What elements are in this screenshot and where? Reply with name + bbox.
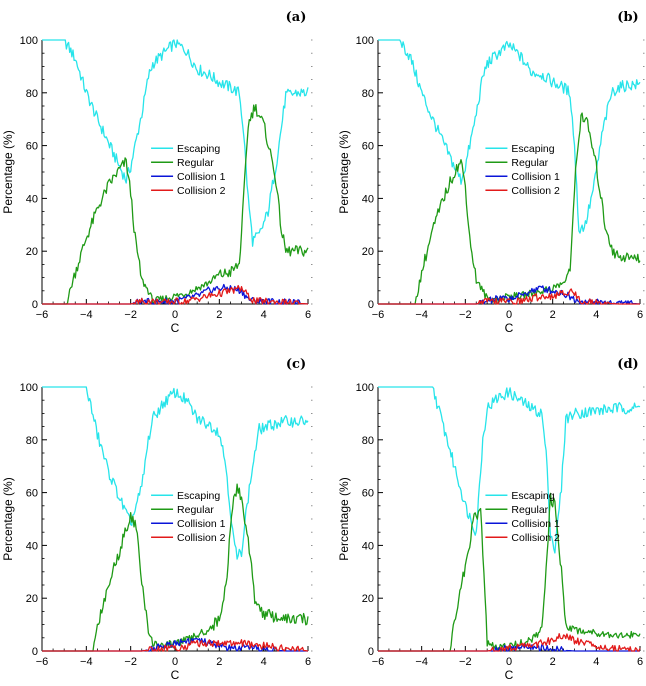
- legend-entry: Regular: [177, 157, 214, 169]
- x-tick-label: −4: [80, 656, 93, 668]
- x-tick-label: 6: [637, 309, 643, 321]
- chart-panel: 0 20 40 60 80 100 −6 −4 −2 0 2 4 6 C Percentage (%) (c)…: [1, 357, 313, 682]
- y-tick-label: 60: [362, 141, 374, 153]
- x-tick-label: 2: [216, 309, 222, 321]
- x-tick-label: −4: [415, 309, 428, 321]
- y-tick-label: 20: [362, 593, 374, 605]
- y-tick-label: 20: [26, 593, 38, 605]
- x-tick-label: −6: [36, 656, 49, 668]
- y-tick-label: 0: [368, 299, 374, 311]
- x-axis-label: C: [505, 321, 514, 335]
- x-tick-label: 6: [305, 309, 311, 321]
- x-tick-label: 2: [550, 656, 556, 668]
- x-tick-label: −6: [372, 656, 385, 668]
- x-tick-label: 6: [305, 656, 311, 668]
- y-tick-label: 100: [356, 382, 374, 394]
- x-tick-label: 4: [593, 656, 599, 668]
- x-tick-label: 4: [261, 309, 267, 321]
- legend-entry: Regular: [511, 504, 548, 516]
- y-tick-label: 40: [362, 540, 374, 552]
- x-tick-label: −6: [372, 309, 385, 321]
- legend-entry: Collision 1: [177, 171, 226, 183]
- y-tick-label: 80: [26, 435, 38, 447]
- series-line: [378, 492, 641, 652]
- chart-panel: 0 20 40 60 80 100 −6 −4 −2 0 2 4 6 C Percentage (%) (b)…: [337, 10, 645, 335]
- x-axis-label: C: [171, 668, 180, 682]
- y-tick-label: 100: [356, 35, 374, 47]
- series-line: [42, 386, 309, 560]
- panel-label: (d): [617, 357, 638, 372]
- x-tick-label: −2: [459, 309, 472, 321]
- y-tick-label: 80: [26, 88, 38, 100]
- legend-entry: Collision 2: [511, 532, 560, 544]
- y-tick-label: 0: [32, 299, 38, 311]
- x-tick-label: −4: [415, 656, 428, 668]
- y-axis-label: Percentage (%): [337, 130, 351, 213]
- x-tick-label: 6: [637, 656, 643, 668]
- x-tick-label: −2: [459, 656, 472, 668]
- y-tick-label: 60: [26, 141, 38, 153]
- x-tick-label: 4: [593, 309, 599, 321]
- series-line: [378, 112, 641, 305]
- panel-label: (b): [617, 10, 638, 25]
- series-line: [378, 288, 640, 305]
- x-tick-label: 0: [172, 309, 178, 321]
- series-line: [42, 639, 309, 652]
- legend-entry: Collision 2: [177, 185, 226, 197]
- x-axis-label: C: [171, 321, 180, 335]
- x-tick-label: −6: [36, 309, 49, 321]
- legend-entry: Collision 1: [177, 518, 226, 530]
- x-tick-label: 0: [172, 656, 178, 668]
- chart-panel: 0 20 40 60 80 100 −6 −4 −2 0 2 4 6 C Percentage (%) (a)…: [1, 10, 313, 335]
- x-tick-label: −4: [80, 309, 93, 321]
- y-tick-label: 0: [368, 646, 374, 658]
- panel-label: (a): [286, 10, 307, 25]
- y-tick-label: 60: [362, 488, 374, 500]
- series-line: [378, 39, 641, 234]
- x-tick-label: −2: [124, 309, 137, 321]
- legend-entry: Regular: [511, 157, 548, 169]
- y-tick-label: 80: [362, 88, 374, 100]
- legend-entry: Regular: [177, 504, 214, 516]
- y-tick-label: 40: [26, 540, 38, 552]
- chart-panel: 0 20 40 60 80 100 −6 −4 −2 0 2 4 6 C Percentage (%) (d)…: [337, 357, 645, 682]
- y-tick-label: 20: [362, 246, 374, 258]
- y-tick-label: 40: [362, 193, 374, 205]
- x-tick-label: 0: [506, 656, 512, 668]
- x-tick-label: −2: [124, 656, 137, 668]
- panel-label: (c): [286, 357, 306, 372]
- series-line: [42, 284, 309, 305]
- legend-entry: Escaping: [177, 490, 220, 502]
- series-line: [42, 483, 309, 652]
- y-axis-label: Percentage (%): [337, 477, 351, 560]
- x-axis-label: C: [505, 668, 514, 682]
- x-tick-label: 0: [506, 309, 512, 321]
- y-axis-label: Percentage (%): [1, 477, 15, 560]
- y-tick-label: 20: [26, 246, 38, 258]
- x-tick-label: 2: [550, 309, 556, 321]
- y-tick-label: 0: [32, 646, 38, 658]
- legend-entry: Collision 1: [511, 518, 560, 530]
- x-tick-label: 2: [216, 656, 222, 668]
- y-tick-label: 80: [362, 435, 374, 447]
- y-tick-label: 60: [26, 488, 38, 500]
- legend-entry: Escaping: [511, 490, 554, 502]
- series-line: [378, 633, 641, 652]
- series-line: [42, 104, 309, 305]
- legend-entry: Escaping: [511, 143, 554, 155]
- y-axis-label: Percentage (%): [1, 130, 15, 213]
- legend-entry: Collision 2: [511, 185, 560, 197]
- y-tick-label: 40: [26, 193, 38, 205]
- legend-entry: Collision 1: [511, 171, 560, 183]
- x-tick-label: 4: [261, 656, 267, 668]
- y-tick-label: 100: [20, 382, 38, 394]
- series-line: [378, 386, 641, 554]
- legend-entry: Escaping: [177, 143, 220, 155]
- legend-entry: Collision 2: [177, 532, 226, 544]
- series-line: [42, 39, 309, 247]
- y-tick-label: 100: [20, 35, 38, 47]
